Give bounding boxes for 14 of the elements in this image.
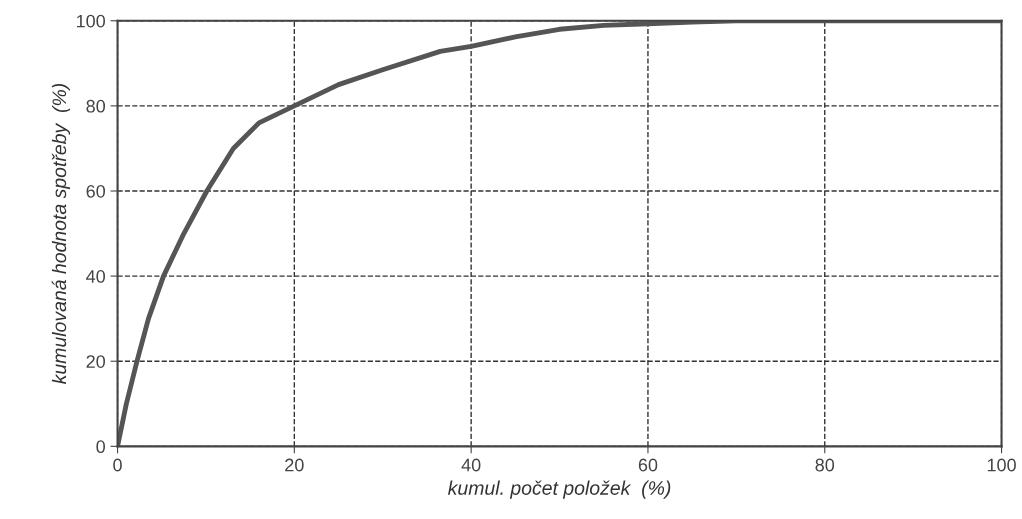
y-tick-label: 40 — [86, 270, 106, 283]
x-tick-label: 40 — [461, 458, 481, 472]
x-axis-title: kumul. počet položek (%) — [448, 480, 671, 499]
x-tick-label: 100 — [987, 458, 1016, 472]
y-axis-title: kumulovaná hodnota spotřeby (%) — [51, 83, 71, 384]
x-tick-label: 20 — [285, 458, 304, 472]
y-tick-label: 60 — [86, 184, 106, 198]
y-tick-label: 20 — [86, 355, 106, 368]
y-tick-label: 80 — [86, 99, 106, 113]
y-tick-label: 0 — [96, 440, 106, 454]
y-tick-label: 100 — [76, 14, 106, 28]
x-tick-label: 60 — [638, 458, 658, 472]
x-tick-label: 80 — [815, 458, 835, 472]
x-tick-label: 0 — [113, 458, 122, 472]
